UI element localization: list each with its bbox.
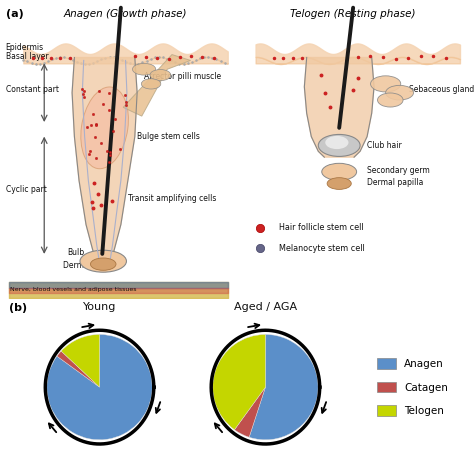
- Text: Sebaceous gland: Sebaceous gland: [409, 85, 474, 94]
- Text: Melanocyte stem cell: Melanocyte stem cell: [279, 244, 365, 253]
- Ellipse shape: [319, 134, 360, 156]
- Text: Anagen (Growth phase): Anagen (Growth phase): [64, 9, 187, 19]
- Polygon shape: [123, 55, 191, 116]
- Wedge shape: [57, 351, 100, 387]
- Ellipse shape: [80, 250, 127, 272]
- Title: Aged / AGA: Aged / AGA: [234, 303, 297, 313]
- Text: Bulb: Bulb: [67, 248, 84, 257]
- Wedge shape: [249, 334, 318, 440]
- Polygon shape: [304, 57, 374, 157]
- Text: (a): (a): [6, 9, 23, 19]
- Ellipse shape: [141, 79, 161, 89]
- Text: Hair follicle stem cell: Hair follicle stem cell: [279, 223, 364, 232]
- Ellipse shape: [91, 258, 116, 270]
- Text: Dermal Papilla: Dermal Papilla: [63, 260, 118, 269]
- Ellipse shape: [132, 63, 155, 75]
- Ellipse shape: [371, 76, 401, 92]
- Legend: Anagen, Catagen, Telogen: Anagen, Catagen, Telogen: [373, 354, 452, 420]
- Ellipse shape: [327, 178, 351, 190]
- Wedge shape: [235, 387, 265, 437]
- Ellipse shape: [377, 93, 403, 107]
- Text: Epidermis: Epidermis: [6, 43, 44, 52]
- Polygon shape: [72, 57, 137, 268]
- Text: Transit amplifying cells: Transit amplifying cells: [128, 194, 216, 203]
- Ellipse shape: [81, 87, 128, 169]
- Title: Young: Young: [83, 303, 116, 313]
- Ellipse shape: [322, 163, 356, 180]
- Text: Constant part: Constant part: [6, 85, 59, 94]
- Text: Arrector pilli muscle: Arrector pilli muscle: [144, 72, 221, 81]
- Ellipse shape: [386, 86, 413, 100]
- Text: Telogen (Resting phase): Telogen (Resting phase): [291, 9, 416, 19]
- Wedge shape: [61, 334, 100, 387]
- Text: Dermal papilla: Dermal papilla: [367, 179, 423, 188]
- Ellipse shape: [325, 136, 348, 149]
- Text: Club hair: Club hair: [367, 141, 402, 150]
- Ellipse shape: [150, 69, 171, 81]
- Text: Nerve, blood vesels and adipose tissues: Nerve, blood vesels and adipose tissues: [10, 287, 137, 292]
- Text: Secondary germ: Secondary germ: [367, 166, 430, 175]
- Text: (b): (b): [9, 303, 27, 313]
- Wedge shape: [213, 334, 265, 430]
- Text: Basal layer: Basal layer: [6, 52, 48, 61]
- Text: Bulge stem cells: Bulge stem cells: [137, 132, 200, 141]
- Text: Cyclic part: Cyclic part: [6, 185, 46, 194]
- Wedge shape: [47, 334, 152, 440]
